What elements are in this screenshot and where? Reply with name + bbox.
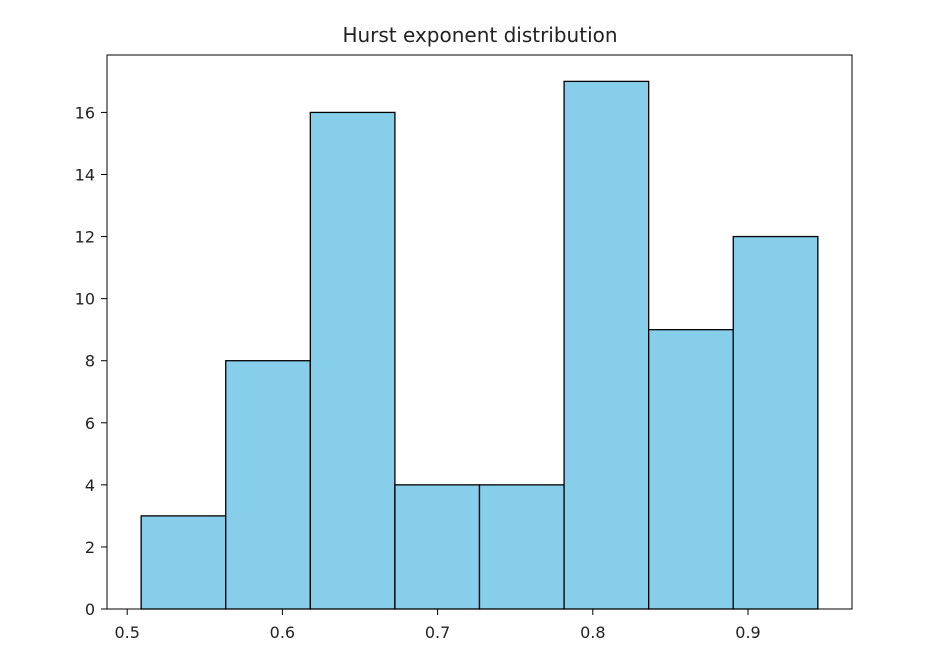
y-tick-label: 10 (75, 290, 95, 309)
x-tick-label: 0.5 (114, 623, 139, 642)
y-tick-label: 2 (85, 538, 95, 557)
chart-title: Hurst exponent distribution (342, 23, 617, 47)
plot-frame (106, 54, 853, 610)
y-tick-label: 6 (85, 414, 95, 433)
histogram-bar-6 (648, 329, 734, 610)
histogram-bar-3 (394, 484, 481, 610)
x-axis: 0.5 0.6 0.7 0.8 0.9 (114, 609, 761, 642)
bars-layer (140, 80, 819, 610)
histogram-bar-1 (225, 360, 311, 610)
histogram-bar-4 (478, 484, 565, 610)
y-tick-label: 14 (75, 165, 95, 184)
x-tick-label: 0.7 (425, 623, 450, 642)
histogram-bar-5 (563, 80, 650, 610)
y-tick-label: 0 (85, 600, 95, 619)
x-tick-label: 0.9 (735, 623, 760, 642)
x-tick-label: 0.8 (580, 623, 605, 642)
histogram-bar-7 (732, 235, 819, 610)
histogram-bar-0 (140, 515, 227, 610)
y-axis: 0 2 4 6 8 10 12 14 16 (75, 103, 107, 619)
y-tick-label: 12 (75, 228, 95, 247)
y-tick-label: 8 (85, 352, 95, 371)
y-tick-label: 16 (75, 103, 95, 122)
y-tick-label: 4 (85, 476, 95, 495)
x-tick-label: 0.6 (270, 623, 295, 642)
histogram-bar-2 (309, 111, 396, 610)
